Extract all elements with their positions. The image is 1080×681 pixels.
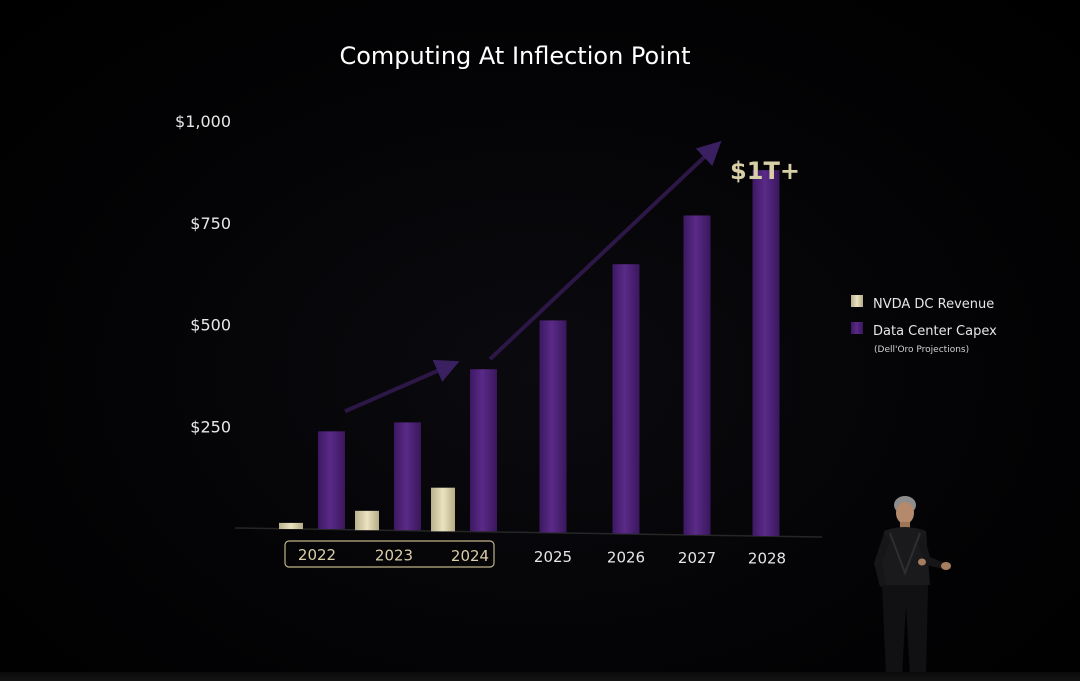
y-axis-ticks: $250 $500 $750 $1,000 bbox=[175, 112, 231, 436]
capex-bar-2028 bbox=[752, 170, 780, 537]
legend-label: NVDA DC Revenue bbox=[873, 297, 994, 312]
historical-years-bracket bbox=[284, 540, 495, 568]
capex-bar-2023 bbox=[394, 422, 421, 531]
trend-arrow-historical bbox=[344, 359, 460, 414]
capex-bar-2022 bbox=[318, 431, 345, 529]
trillion-annotation: $1T+ bbox=[730, 157, 800, 185]
x-axis-baseline bbox=[234, 527, 823, 538]
revenue-bar-2024 bbox=[431, 487, 455, 532]
capex-bar-2024 bbox=[470, 369, 497, 532]
trend-arrow-projection bbox=[488, 140, 722, 361]
y-tick-label: $250 bbox=[190, 417, 231, 436]
x-tick-label: 2022 bbox=[298, 546, 336, 564]
bars bbox=[279, 170, 780, 537]
x-tick-label: 2027 bbox=[678, 549, 716, 567]
revenue-bar-2022 bbox=[279, 522, 303, 529]
capex-bar-2026 bbox=[612, 264, 640, 534]
y-tick-label: $500 bbox=[190, 316, 231, 335]
presenter-figure bbox=[874, 496, 951, 681]
trend-arrows bbox=[344, 140, 722, 414]
y-tick-label: $750 bbox=[190, 214, 231, 233]
revenue-bar-2023 bbox=[355, 510, 379, 531]
legend-label: Data Center Capex bbox=[873, 324, 997, 339]
y-tick-label: $1,000 bbox=[175, 112, 231, 131]
stage-floor bbox=[0, 672, 1080, 681]
legend-sublabel: (Dell'Oro Projections) bbox=[874, 345, 969, 355]
x-tick-label: 2023 bbox=[375, 547, 413, 565]
x-tick-label: 2026 bbox=[607, 548, 645, 566]
legend-swatch-capex bbox=[851, 322, 863, 334]
legend: NVDA DC Revenue Data Center Capex (Dell'Or… bbox=[851, 295, 997, 355]
capex-bar-2027 bbox=[683, 215, 711, 535]
legend-swatch-revenue bbox=[851, 295, 863, 307]
x-axis-ticks: 2022 2023 2024 2025 2026 2027 2028 bbox=[298, 546, 786, 568]
x-tick-label: 2024 bbox=[451, 547, 489, 565]
chart-title: Computing At Inflection Point bbox=[339, 42, 690, 70]
x-tick-label: 2025 bbox=[534, 548, 572, 566]
capex-bar-2025 bbox=[539, 320, 567, 533]
x-tick-label: 2028 bbox=[748, 550, 786, 568]
